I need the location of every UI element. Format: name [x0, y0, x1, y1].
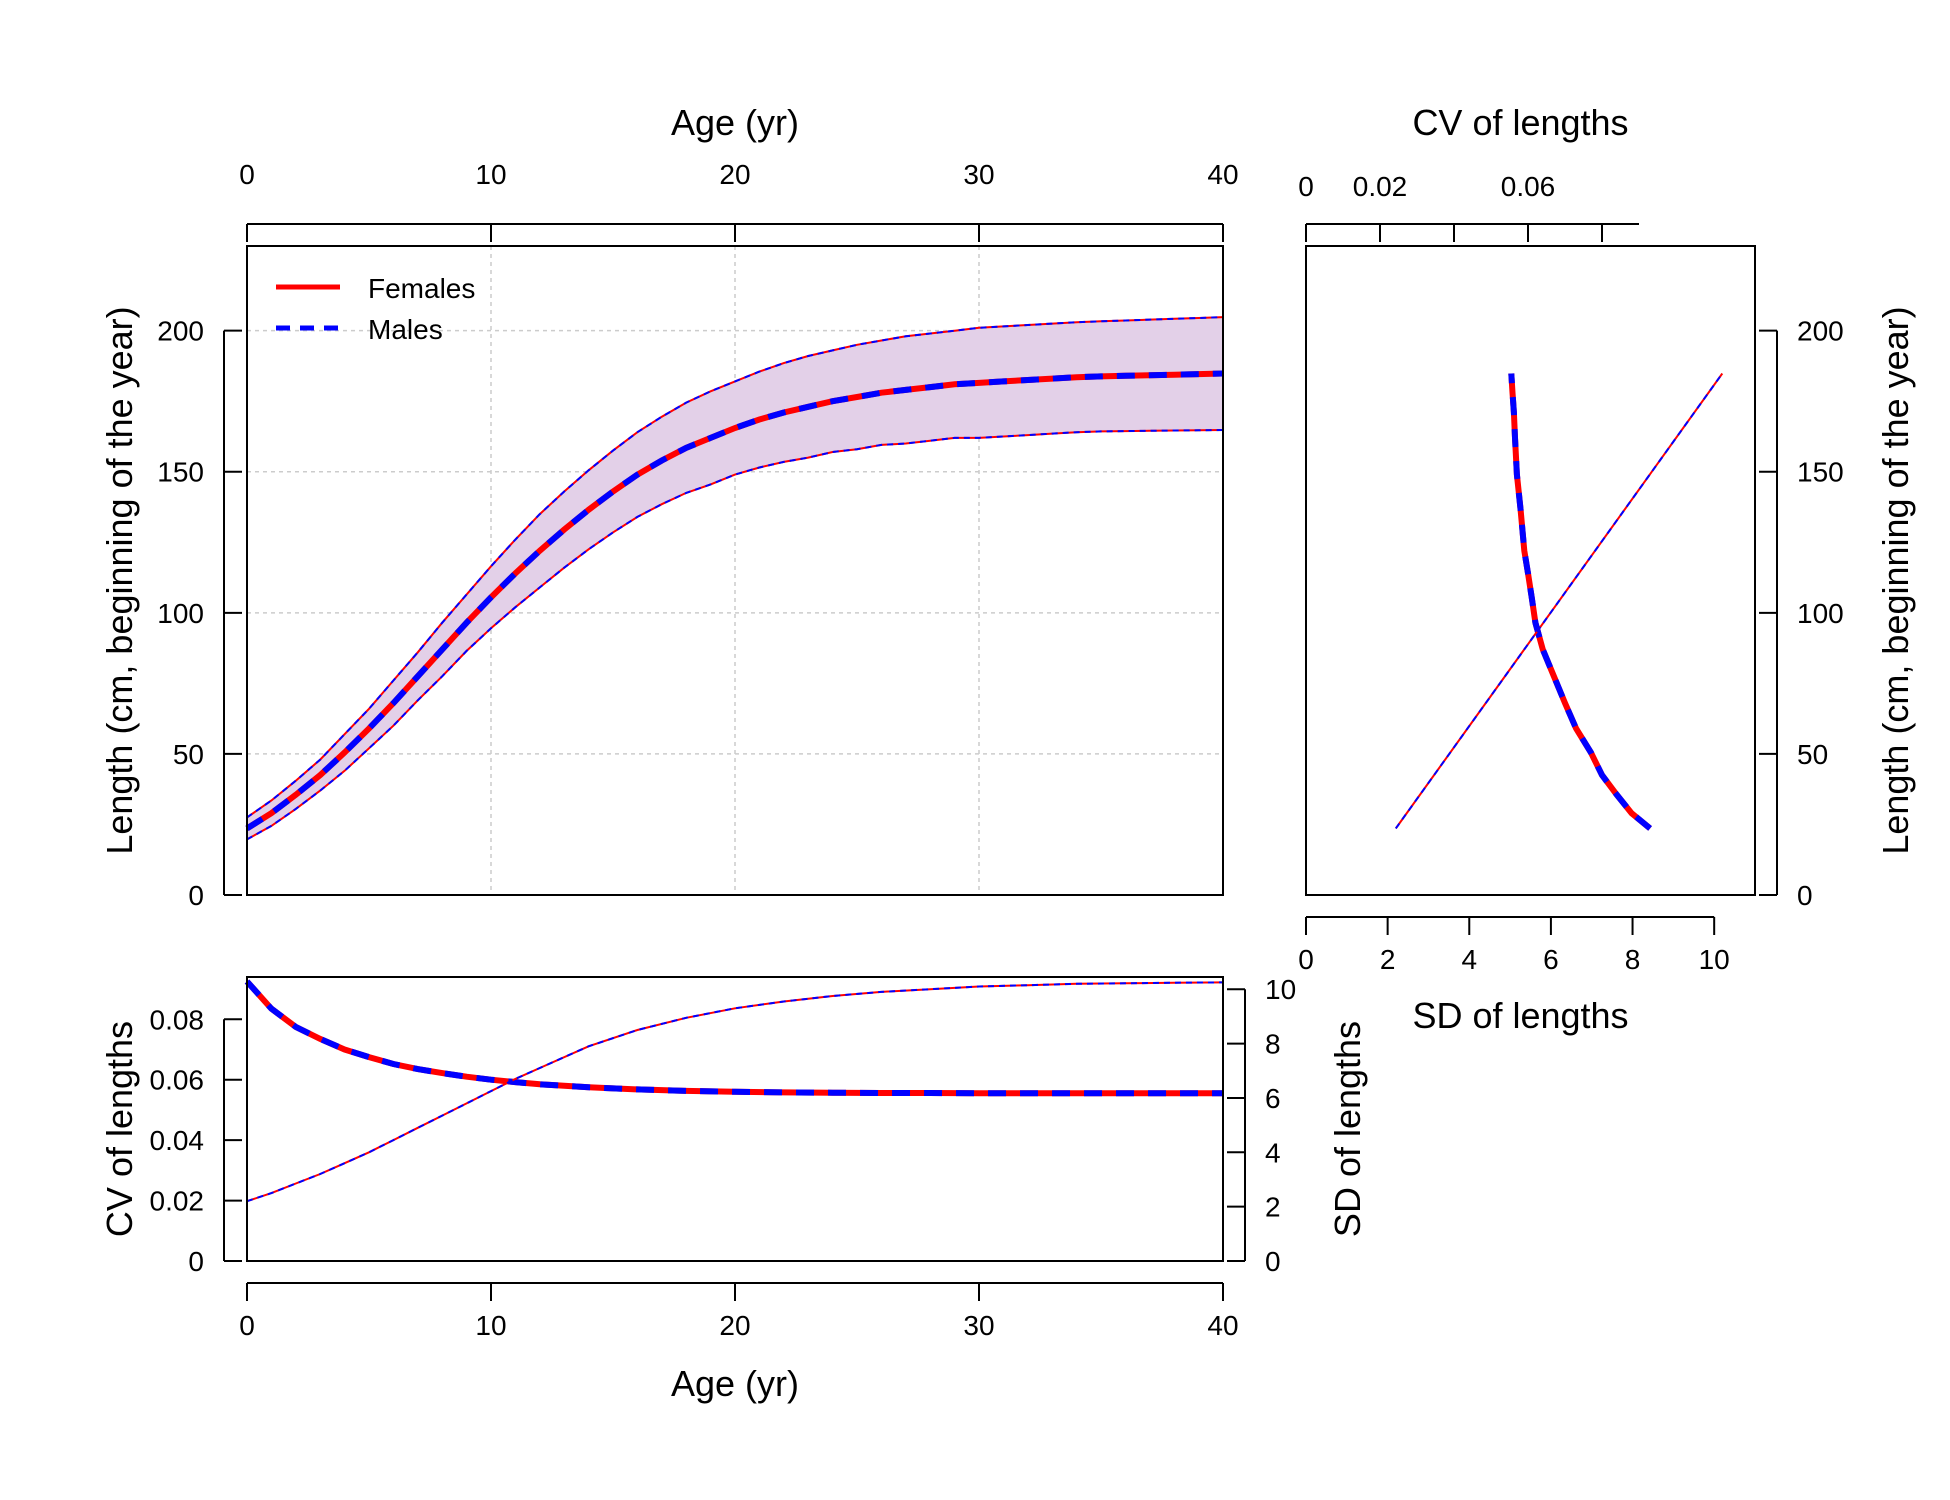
sd-males-line [1394, 372, 1724, 829]
cv-sd-length-lines [1394, 372, 1724, 831]
length-right-y-tick-label: 100 [1797, 598, 1844, 629]
cv-age-males-line [244, 979, 1223, 1097]
cv-left-axis-label: CV of lengths [99, 1021, 140, 1237]
cv-sd-age-axes: 0 10 20 30 40 0 0.02 0.04 0.06 0.08 0 2 4 6 8 10 [150, 974, 1297, 1341]
legend-females-label: Females [368, 273, 475, 304]
growth-axes: 0 10 20 30 40 0 50 100 150 200 [157, 159, 1238, 911]
sd-right-y-tick-label: 10 [1265, 974, 1296, 1005]
sd-bottom-x-tick-label: 0 [1298, 944, 1314, 975]
sd-right-axis-label: SD of lengths [1327, 1021, 1368, 1237]
growth-panel: 0 10 20 30 40 0 50 100 150 200 Age (yr) Length (c… [99, 102, 1239, 911]
growth-left-y-tick-label: 150 [157, 457, 204, 488]
sd-bottom-x-tick-label: 4 [1461, 944, 1477, 975]
growth-top-x-tick-label: 30 [963, 159, 994, 190]
sd-bottom-x-tick-label: 6 [1543, 944, 1559, 975]
growth-top-x-tick-label: 40 [1207, 159, 1238, 190]
length-right-y-tick-label: 0 [1797, 880, 1813, 911]
sd-right-y-tick-label: 0 [1265, 1246, 1281, 1277]
legend: Females Males [276, 273, 475, 345]
sd-right-y-tick-label: 8 [1265, 1029, 1281, 1060]
age-bottom-x-tick-label: 0 [239, 1310, 255, 1341]
cv-left-y-tick-label: 0.02 [150, 1186, 205, 1217]
upper-bound-males-line-0 [246, 316, 1224, 819]
sd-age-males-line [246, 981, 1224, 1203]
growth-left-y-tick-label: 50 [173, 739, 204, 770]
cv-top-x-tick-label: 0.06 [1501, 171, 1556, 202]
growth-y-axis-label: Length (cm, beginning of the year) [99, 306, 140, 854]
cv-left-y-tick-label: 0.04 [150, 1125, 205, 1156]
growth-top-x-tick-label: 0 [239, 159, 255, 190]
growth-left-y-tick-label: 200 [157, 316, 204, 347]
sd-bottom-x-tick-label: 10 [1699, 944, 1730, 975]
sd-right-y-tick-label: 6 [1265, 1083, 1281, 1114]
sd-right-y-tick-label: 4 [1265, 1137, 1281, 1168]
age-bottom-x-tick-label: 40 [1207, 1310, 1238, 1341]
length-right-axis-label: Length (cm, beginning of the year) [1875, 306, 1916, 854]
cv-left-y-tick-label: 0.08 [150, 1004, 205, 1035]
growth-top-x-tick-label: 20 [719, 159, 750, 190]
cv-sd-age-panel: 0 10 20 30 40 0 0.02 0.04 0.06 0.08 0 2 4 6 8 10 Age (y… [99, 974, 1368, 1404]
growth-lines [245, 316, 1224, 841]
legend-males-label: Males [368, 314, 443, 345]
cv-left-y-tick-label: 0 [188, 1246, 204, 1277]
age-bottom-x-tick-label: 20 [719, 1310, 750, 1341]
cv-age-females-line [244, 979, 1223, 1097]
growth-x-axis-label: Age (yr) [671, 102, 799, 143]
cv-top-x-tick-label: 0 [1298, 171, 1314, 202]
sd-right-y-tick-label: 2 [1265, 1192, 1281, 1223]
growth-top-x-tick-label: 10 [475, 159, 506, 190]
cv-sd-age-lines [244, 979, 1224, 1203]
length-right-y-tick-label: 150 [1797, 457, 1844, 488]
sd-bottom-x-tick-label: 8 [1625, 944, 1641, 975]
cv-top-axis-label: CV of lengths [1412, 102, 1628, 143]
length-right-y-tick-label: 50 [1797, 739, 1828, 770]
age-bottom-axis-label: Age (yr) [671, 1363, 799, 1404]
length-interval-band [247, 317, 1223, 840]
growth-plot-frame [246, 245, 1224, 896]
cv-left-y-tick-label: 0.06 [150, 1065, 205, 1096]
lower-bound-males-line-0 [246, 429, 1224, 841]
cv-males-line [1508, 373, 1653, 831]
length-right-y-tick-label: 200 [1797, 316, 1844, 347]
age-bottom-x-tick-label: 30 [963, 1310, 994, 1341]
age-bottom-x-tick-label: 10 [475, 1310, 506, 1341]
growth-left-y-tick-label: 0 [188, 880, 204, 911]
cv-sd-age-plot-frame [246, 976, 1224, 1262]
males-growth-line [245, 370, 1224, 831]
sd-x-axis-label: SD of lengths [1412, 995, 1628, 1036]
cv-top-x-tick-label: 0.02 [1353, 171, 1408, 202]
sd-bottom-x-tick-label: 2 [1380, 944, 1396, 975]
growth-left-y-tick-label: 100 [157, 598, 204, 629]
cv-sd-length-plot-frame [1305, 245, 1756, 896]
